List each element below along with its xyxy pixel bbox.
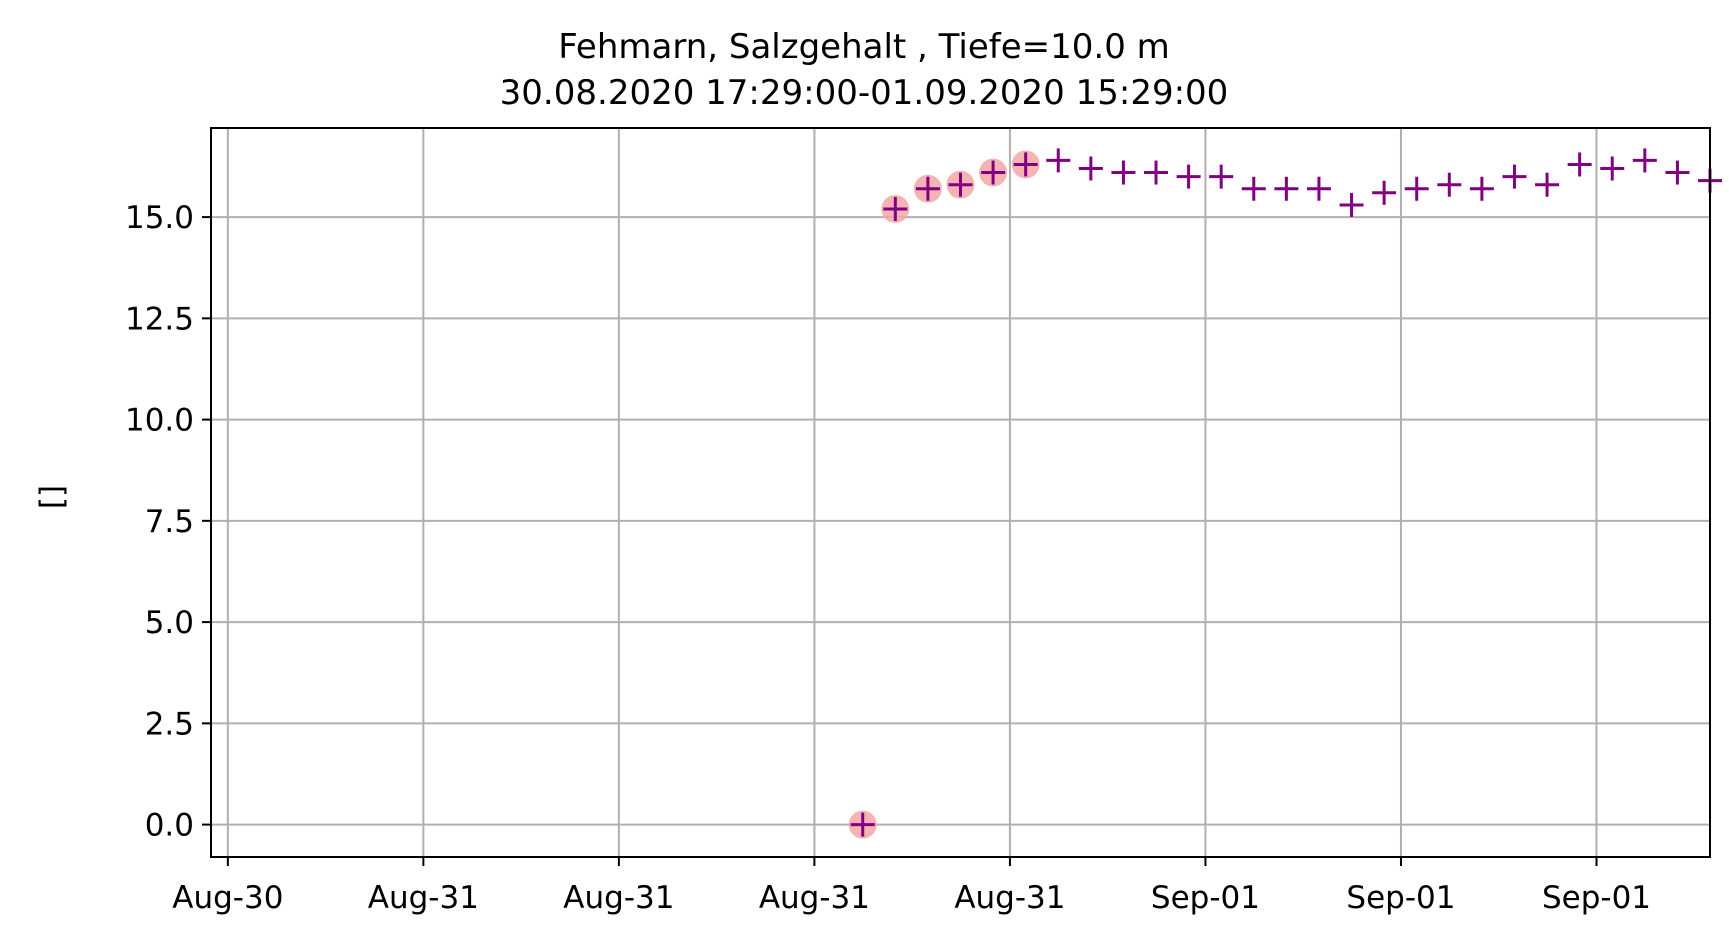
y-tick-label: 15.0: [125, 200, 194, 236]
data-layer: [848, 148, 1722, 839]
data-point: [948, 172, 973, 197]
data-point: [1078, 156, 1103, 181]
data-point: [1535, 172, 1560, 197]
y-tick-label: 2.5: [145, 706, 194, 742]
data-point: [1404, 176, 1429, 201]
data-point: [1502, 164, 1527, 189]
y-tick-label: 7.5: [145, 504, 194, 540]
x-tick-label: Sep-01: [1542, 880, 1651, 916]
y-axis-label: []: [34, 485, 70, 509]
grid-layer: [211, 128, 1710, 857]
x-tick-label: Sep-01: [1151, 880, 1260, 916]
x-tick-label: Aug-31: [759, 880, 870, 916]
data-point: [1241, 176, 1266, 201]
x-tick-label: Sep-01: [1346, 880, 1455, 916]
data-point: [1665, 160, 1690, 185]
y-tick-label: 5.0: [145, 605, 194, 641]
x-tick-label: Aug-31: [368, 880, 479, 916]
x-tick-label: Aug-31: [954, 880, 1065, 916]
data-point: [1469, 176, 1494, 201]
x-tick-label: Aug-30: [172, 880, 283, 916]
data-point: [1144, 160, 1169, 185]
data-point: [1306, 176, 1331, 201]
y-tick-label: 10.0: [125, 403, 194, 439]
chart-title-line1: Fehmarn, Salzgehalt , Tiefe=10.0 m: [558, 27, 1170, 67]
data-point: [1632, 148, 1657, 173]
data-point: [883, 197, 908, 221]
y-tick-label: 0.0: [145, 808, 194, 844]
data-point: [850, 812, 875, 837]
chart-title-line2: 30.08.2020 17:29:00-01.09.2020 15:29:00: [500, 73, 1229, 113]
tick-layer: 0.0 2.5 5.0 7.5 10.0 12.5 15.0 Aug-30 Aug-31 Aug-…: [125, 200, 1651, 916]
data-point: [1111, 160, 1136, 185]
y-tick-label: 12.5: [125, 301, 194, 337]
data-point: [1209, 164, 1234, 189]
data-point: [1437, 172, 1462, 197]
data-point: [915, 176, 940, 201]
data-point: [1274, 176, 1299, 201]
data-point: [1600, 156, 1625, 181]
x-tick-label: Aug-31: [563, 880, 674, 916]
data-point: [1372, 180, 1397, 205]
data-point: [1176, 164, 1201, 189]
data-point: [1013, 152, 1038, 177]
data-point: [1046, 148, 1071, 173]
data-point: [1339, 192, 1364, 217]
plot-frame: [210, 127, 1711, 858]
data-point: [981, 160, 1006, 185]
data-point: [1567, 152, 1592, 177]
